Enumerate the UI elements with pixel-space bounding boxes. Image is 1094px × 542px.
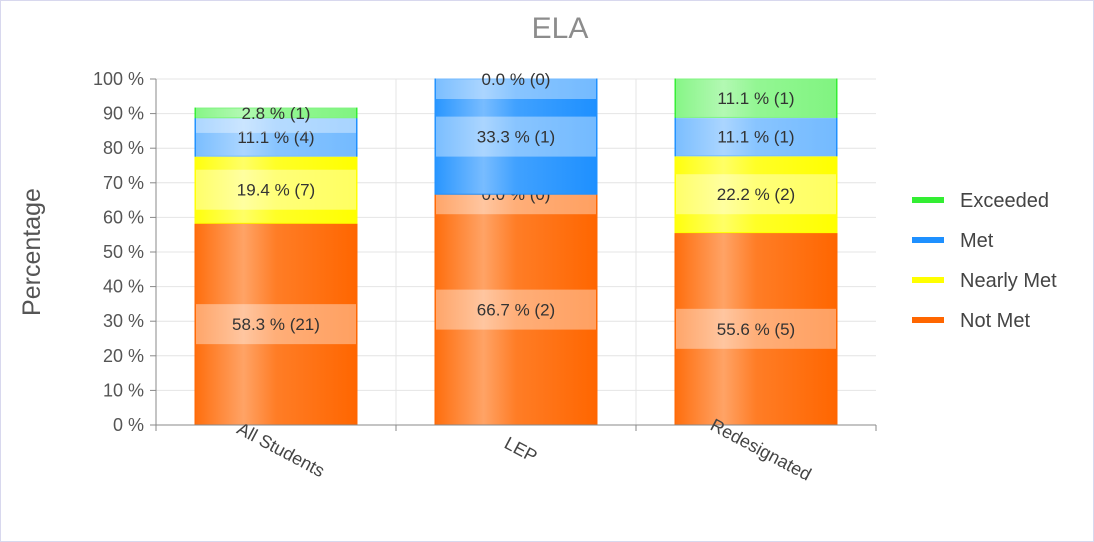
bar-segment-lep-met [434, 78, 598, 195]
data-label: 0.0 % (0) [482, 70, 551, 89]
data-label-band [676, 116, 836, 157]
bar-segment-redesignated-nearly-met [674, 155, 838, 234]
data-label: 55.6 % (5) [717, 320, 795, 339]
legend-label: Exceeded [960, 190, 1049, 212]
legend: Exceeded Met Nearly Met Not Met [912, 190, 1057, 332]
bar-segment-redesignated-not-met [674, 232, 838, 426]
data-label-band [196, 304, 356, 345]
data-label-band [676, 78, 836, 119]
data-label: 19.4 % (7) [237, 181, 315, 200]
y-tick-label: 50 % [103, 242, 144, 262]
y-tick-label: 70 % [103, 173, 144, 193]
y-tick-label: 100 % [93, 69, 144, 89]
y-axis-label: Percentage [18, 188, 46, 316]
y-tick-label: 80 % [103, 138, 144, 158]
bar-segment-all-students-met [194, 117, 358, 157]
data-label: 33.3 % (1) [477, 128, 555, 147]
data-label-band [196, 92, 356, 133]
bar-segment-all-students-exceeded [194, 107, 358, 119]
data-label: 22.2 % (2) [717, 185, 795, 204]
data-label-band [676, 174, 836, 215]
y-tick-label: 30 % [103, 311, 144, 331]
y-tick-label: 10 % [103, 380, 144, 400]
data-label-band [436, 59, 596, 99]
data-label-band [436, 116, 596, 157]
data-label: 66.7 % (2) [477, 301, 555, 320]
data-label: 2.8 % (1) [242, 104, 311, 123]
y-tick-label: 0 % [113, 415, 144, 435]
bar-segment-redesignated-exceeded [674, 78, 838, 118]
data-label: 11.1 % (1) [717, 89, 794, 108]
legend-label: Not Met [960, 310, 1030, 332]
data-label: 11.1 % (4) [237, 128, 314, 147]
x-tick-label: All Students [234, 418, 328, 481]
y-tick-label: 90 % [103, 104, 144, 124]
legend-label: Met [960, 230, 994, 252]
data-label-band [196, 116, 356, 157]
data-label-band [196, 169, 356, 210]
data-label: 11.1 % (1) [717, 128, 794, 147]
chart-title: ELA [532, 12, 589, 45]
legend-label: Nearly Met [960, 270, 1057, 292]
x-tick-label: LEP [501, 433, 540, 467]
data-label: 58.3 % (21) [232, 315, 320, 334]
bar-segment-all-students-nearly-met [194, 155, 358, 224]
data-label-band [676, 308, 836, 349]
data-label-band [436, 289, 596, 330]
y-tick-label: 60 % [103, 207, 144, 227]
y-tick-label: 40 % [103, 277, 144, 297]
bar-stacks: 58.3 % (21) 19.4 % (7) 11.1 % (4) 2.8 % (1)… [194, 59, 838, 426]
y-tick-label: 20 % [103, 346, 144, 366]
bar-segment-all-students-not-met [194, 222, 358, 426]
